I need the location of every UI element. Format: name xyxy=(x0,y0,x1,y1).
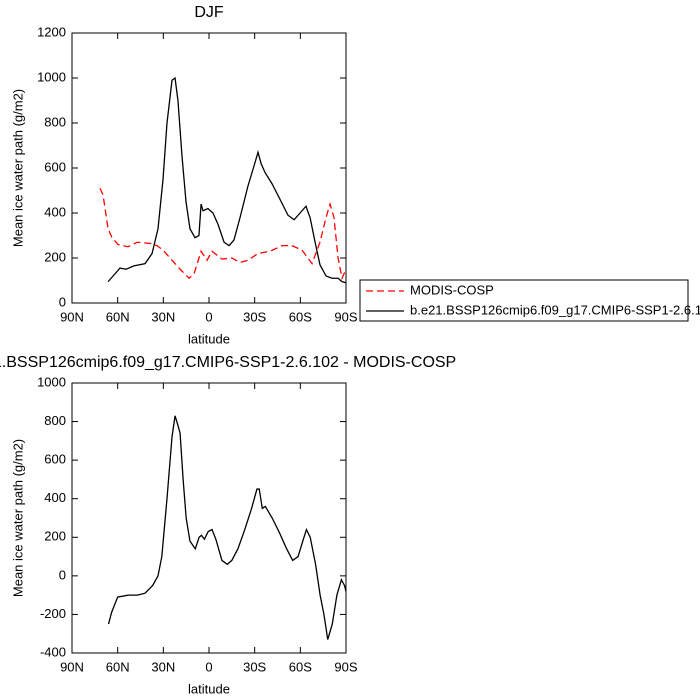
x-tick-label: 60S xyxy=(289,309,312,324)
x-tick-label: 30S xyxy=(243,659,266,674)
y-tick-label: 400 xyxy=(44,490,66,505)
x-tick-label: 90N xyxy=(60,659,84,674)
x-tick-label: 0 xyxy=(205,659,212,674)
data-line xyxy=(99,187,347,281)
x-tick-label: 60N xyxy=(106,309,130,324)
y-tick-label: -200 xyxy=(40,606,66,621)
data-line xyxy=(107,415,347,640)
y-axis-label: Mean ice water path (g/m2) xyxy=(10,89,25,247)
y-tick-label: 0 xyxy=(59,294,66,309)
x-tick-label: 90N xyxy=(60,309,84,324)
plot-frame xyxy=(71,32,347,304)
legend-label: MODIS-COSP xyxy=(410,282,494,297)
data-line xyxy=(107,76,347,284)
y-tick-label: -400 xyxy=(40,644,66,659)
y-tick-label: 200 xyxy=(44,529,66,544)
x-axis-label: latitude xyxy=(188,331,230,346)
chart-title: b.e21.BSSP126cmip6.f09_g17.CMIP6-SSP1-2.… xyxy=(0,354,456,371)
y-tick-label: 400 xyxy=(44,204,66,219)
x-tick-label: 60S xyxy=(289,659,312,674)
y-tick-label: 200 xyxy=(44,249,66,264)
y-tick-label: 1000 xyxy=(37,374,66,389)
x-axis-label: latitude xyxy=(188,681,230,696)
x-tick-label: 90S xyxy=(334,309,357,324)
y-tick-label: 800 xyxy=(44,114,66,129)
y-tick-label: 600 xyxy=(44,452,66,467)
plot-frame xyxy=(71,382,347,654)
x-tick-label: 30N xyxy=(151,309,175,324)
x-tick-label: 90S xyxy=(334,659,357,674)
legend-box xyxy=(359,279,689,322)
y-tick-label: 0 xyxy=(59,567,66,582)
x-tick-label: 0 xyxy=(205,309,212,324)
x-tick-label: 60N xyxy=(106,659,130,674)
y-axis-label: Mean ice water path (g/m2) xyxy=(10,439,25,597)
chart-title: DJF xyxy=(194,4,224,21)
y-tick-label: 600 xyxy=(44,159,66,174)
y-tick-label: 800 xyxy=(44,413,66,428)
y-tick-label: 1000 xyxy=(37,69,66,84)
legend-label: b.e21.BSSP126cmip6.f09_g17.CMIP6-SSP1-2.… xyxy=(410,302,700,317)
x-tick-label: 30N xyxy=(151,659,175,674)
y-tick-label: 1200 xyxy=(37,24,66,39)
x-tick-label: 30S xyxy=(243,309,266,324)
